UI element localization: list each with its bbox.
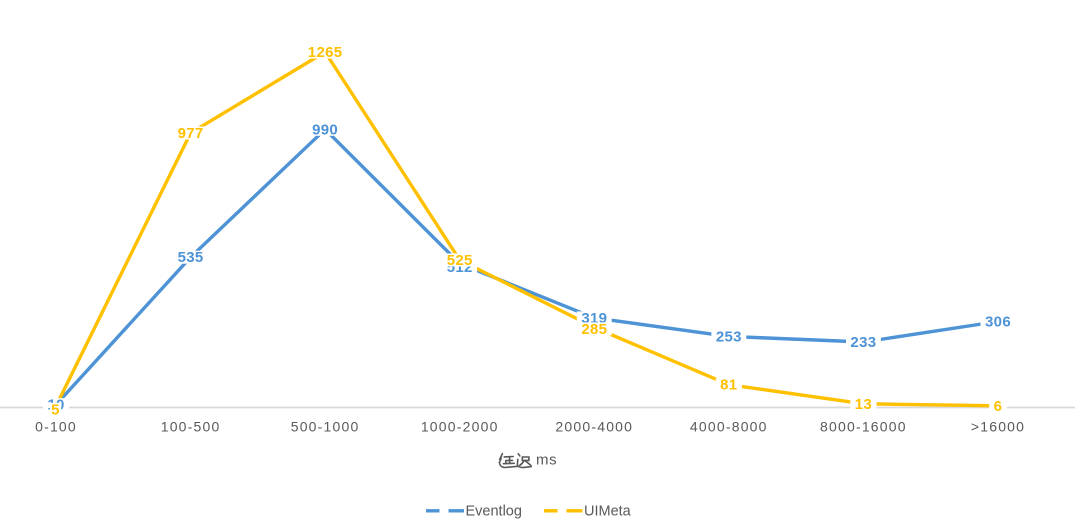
svg-text:306: 306 <box>985 314 1011 331</box>
svg-text:UIMeta: UIMeta <box>584 504 632 520</box>
svg-text:4000-8000: 4000-8000 <box>690 419 768 435</box>
svg-text:Eventlog: Eventlog <box>466 504 522 520</box>
svg-text:81: 81 <box>720 377 737 394</box>
svg-text:>16000: >16000 <box>971 419 1025 435</box>
svg-text:990: 990 <box>312 121 338 138</box>
svg-text:1000-2000: 1000-2000 <box>421 419 499 435</box>
svg-text:525: 525 <box>447 252 473 269</box>
svg-text:500-1000: 500-1000 <box>291 419 360 435</box>
svg-text:8000-16000: 8000-16000 <box>820 419 907 435</box>
svg-text:0-100: 0-100 <box>35 419 77 435</box>
svg-text:1265: 1265 <box>308 44 343 61</box>
svg-text:2000-4000: 2000-4000 <box>555 419 633 435</box>
svg-text:13: 13 <box>855 396 872 413</box>
svg-text:977: 977 <box>178 125 204 142</box>
svg-text:285: 285 <box>581 321 607 338</box>
svg-text:ms: ms <box>536 451 557 468</box>
svg-text:100-500: 100-500 <box>161 419 221 435</box>
svg-text:233: 233 <box>850 334 876 351</box>
svg-text:535: 535 <box>178 249 204 266</box>
svg-text:253: 253 <box>716 328 742 345</box>
svg-text:5: 5 <box>51 401 60 418</box>
svg-text:6: 6 <box>994 398 1003 415</box>
